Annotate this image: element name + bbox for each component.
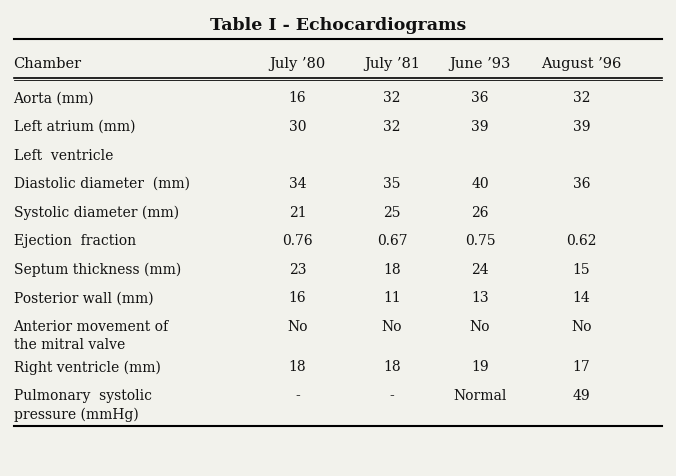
Text: 0.62: 0.62 [566,234,597,248]
Text: 11: 11 [383,291,401,305]
Text: 34: 34 [289,177,306,191]
Text: 14: 14 [573,291,590,305]
Text: Ejection  fraction: Ejection fraction [14,234,136,248]
Text: Pulmonary  systolic
pressure (mmHg): Pulmonary systolic pressure (mmHg) [14,389,151,422]
Text: 35: 35 [383,177,401,191]
Text: Aorta (mm): Aorta (mm) [14,91,94,105]
Text: 18: 18 [383,263,401,277]
Text: 16: 16 [289,291,306,305]
Text: Right ventricle (mm): Right ventricle (mm) [14,360,160,375]
Text: 21: 21 [289,206,306,219]
Text: No: No [287,320,308,334]
Text: 40: 40 [471,177,489,191]
Text: -: - [295,389,300,403]
Text: July ’80: July ’80 [269,57,326,71]
Text: 26: 26 [471,206,489,219]
Text: 32: 32 [383,120,401,134]
Text: Posterior wall (mm): Posterior wall (mm) [14,291,153,305]
Text: 25: 25 [383,206,401,219]
Text: 32: 32 [383,91,401,105]
Text: 39: 39 [471,120,489,134]
Text: 18: 18 [383,360,401,374]
Text: No: No [382,320,402,334]
Text: 24: 24 [471,263,489,277]
Text: August ’96: August ’96 [541,57,621,71]
Text: 32: 32 [573,91,590,105]
Text: Left atrium (mm): Left atrium (mm) [14,120,135,134]
Text: Septum thickness (mm): Septum thickness (mm) [14,263,180,277]
Text: 49: 49 [573,389,590,403]
Text: Table I - Echocardiograms: Table I - Echocardiograms [210,17,466,34]
Text: Left  ventricle: Left ventricle [14,149,113,162]
Text: June ’93: June ’93 [450,57,510,71]
Text: 30: 30 [289,120,306,134]
Text: 36: 36 [573,177,590,191]
Text: 0.76: 0.76 [282,234,313,248]
Text: Anterior movement of
the mitral valve: Anterior movement of the mitral valve [14,320,168,352]
Text: Normal: Normal [454,389,506,403]
Text: 19: 19 [471,360,489,374]
Text: 39: 39 [573,120,590,134]
Text: Diastolic diameter  (mm): Diastolic diameter (mm) [14,177,189,191]
Text: 18: 18 [289,360,306,374]
Text: Systolic diameter (mm): Systolic diameter (mm) [14,206,178,220]
Text: 15: 15 [573,263,590,277]
Text: Chamber: Chamber [14,57,82,71]
Text: 23: 23 [289,263,306,277]
Text: No: No [470,320,490,334]
Text: 17: 17 [573,360,590,374]
Text: 13: 13 [471,291,489,305]
Text: -: - [389,389,395,403]
Text: 36: 36 [471,91,489,105]
Text: 0.67: 0.67 [377,234,408,248]
Text: 16: 16 [289,91,306,105]
Text: July ’81: July ’81 [364,57,420,71]
Text: 0.75: 0.75 [464,234,496,248]
Text: No: No [571,320,592,334]
